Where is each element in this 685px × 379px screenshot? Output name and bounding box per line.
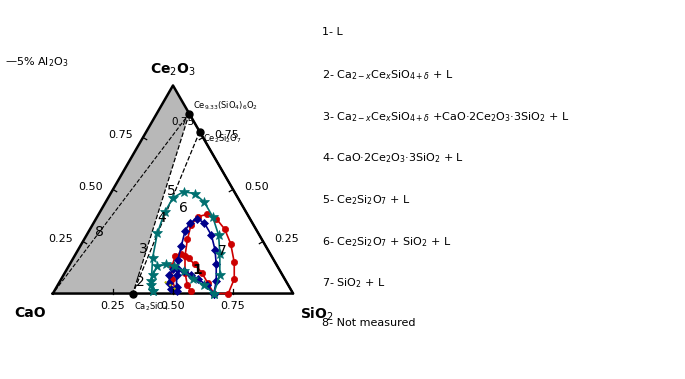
Text: 5- Ce$_2$Si$_2$O$_7$ + L: 5- Ce$_2$Si$_2$O$_7$ + L (323, 193, 411, 207)
Text: 0.50: 0.50 (245, 182, 269, 192)
Text: Ca$_2$SiO$_4$: Ca$_2$SiO$_4$ (134, 301, 169, 313)
Text: 1: 1 (192, 263, 202, 277)
Text: 0.75: 0.75 (221, 301, 245, 311)
Text: 8: 8 (95, 225, 104, 239)
Text: 5: 5 (167, 185, 176, 199)
Text: Ce$_{9.33}$(SiO$_4$)$_6$O$_2$: Ce$_{9.33}$(SiO$_4$)$_6$O$_2$ (192, 99, 258, 112)
Text: 0.25: 0.25 (275, 234, 299, 244)
Text: 3- Ca$_{2-x}$Ce$_x$SiO$_{4+δ}$ +CaO·2Ce$_2$O$_3$·3SiO$_2$ + L: 3- Ca$_{2-x}$Ce$_x$SiO$_{4+δ}$ +CaO·2Ce$… (323, 110, 570, 124)
Text: Ce$_2$Si$_2$O$_7$: Ce$_2$Si$_2$O$_7$ (203, 133, 242, 146)
Text: 2: 2 (136, 275, 145, 289)
Polygon shape (53, 85, 189, 294)
Text: 3: 3 (138, 242, 147, 256)
Text: 0.75: 0.75 (108, 130, 133, 140)
Text: 0.25: 0.25 (48, 234, 73, 244)
Text: 1- L: 1- L (323, 27, 343, 36)
Text: 0.50: 0.50 (78, 182, 103, 192)
Text: 4- CaO·2Ce$_2$O$_3$·3SiO$_2$ + L: 4- CaO·2Ce$_2$O$_3$·3SiO$_2$ + L (323, 152, 464, 165)
Text: 0.75: 0.75 (172, 117, 195, 127)
Text: 0.75: 0.75 (214, 130, 239, 140)
Text: 0.50: 0.50 (161, 301, 186, 311)
Text: 2- Ca$_{2-x}$Ce$_x$SiO$_{4+δ}$ + L: 2- Ca$_{2-x}$Ce$_x$SiO$_{4+δ}$ + L (323, 68, 454, 82)
Text: SiO$_2$: SiO$_2$ (300, 305, 334, 323)
Text: Ce$_2$O$_3$: Ce$_2$O$_3$ (150, 62, 196, 78)
Text: 7: 7 (218, 244, 227, 258)
Text: 0.25: 0.25 (101, 301, 125, 311)
Text: 8- Not measured: 8- Not measured (323, 318, 416, 328)
Text: 6: 6 (179, 201, 188, 215)
Text: 6- Ce$_2$Si$_2$O$_7$ + SiO$_2$ + L: 6- Ce$_2$Si$_2$O$_7$ + SiO$_2$ + L (323, 235, 452, 249)
Text: 4: 4 (158, 211, 166, 225)
Text: 7- SiO$_2$ + L: 7- SiO$_2$ + L (323, 277, 386, 290)
Text: CaO: CaO (14, 305, 46, 319)
Text: —5% Al$_2$O$_3$: —5% Al$_2$O$_3$ (5, 55, 68, 69)
